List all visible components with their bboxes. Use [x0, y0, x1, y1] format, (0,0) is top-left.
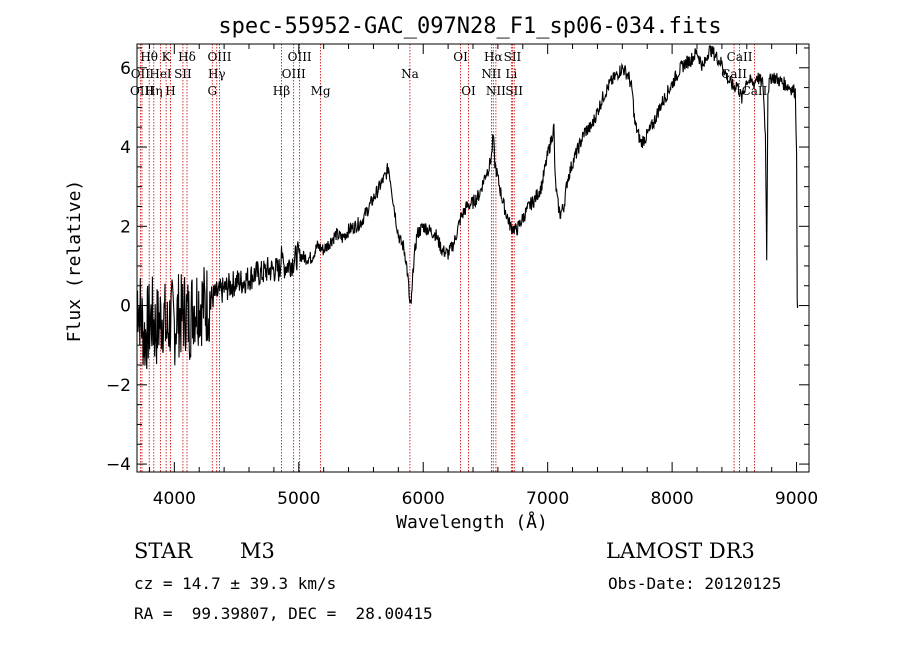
y-tick-label: −2	[106, 376, 131, 396]
line-label: OII	[131, 67, 151, 81]
y-tick-label: 0	[120, 297, 131, 317]
redshift-cz: cz = 14.7 ± 39.3 km/s	[134, 574, 337, 593]
line-label: Hδ	[178, 50, 196, 64]
line-label: Na	[401, 67, 419, 81]
observation-date: Obs-Date: 20120125	[608, 574, 782, 593]
line-label: Hβ	[273, 84, 290, 98]
spectral-line-markers	[139, 44, 755, 472]
y-tick-label: 6	[120, 59, 131, 79]
x-tick-label: 8000	[650, 489, 693, 509]
x-tick-label: 7000	[526, 489, 569, 509]
chart-title: spec-55952-GAC_097N28_F1_sp06-034.fits	[218, 14, 721, 39]
survey-name: LAMOST DR3	[606, 539, 755, 563]
line-label: NII	[486, 84, 506, 98]
line-label: G	[207, 84, 217, 98]
line-label: NII	[481, 67, 501, 81]
y-tick-label: −4	[106, 455, 131, 475]
line-label: K	[162, 50, 172, 64]
axis-ticks: 4000 5000 6000 7000 8000 9000 −4 −2 0 2 4 6	[106, 44, 818, 509]
line-label: SII	[174, 67, 192, 81]
x-tick-label: 9000	[775, 489, 818, 509]
line-label: OIII	[288, 50, 312, 64]
line-label: SII	[504, 50, 522, 64]
line-label: CaII	[721, 67, 747, 81]
line-label: HeI	[149, 67, 172, 81]
line-label: OIII	[130, 84, 154, 98]
line-label: Mg	[311, 84, 331, 98]
x-tick-label: 4000	[153, 489, 196, 509]
coordinates: RA = 99.39807, DEC = 28.00415	[134, 604, 433, 623]
x-tick-label: 5000	[277, 489, 320, 509]
y-axis-label: Flux (relative)	[64, 180, 85, 343]
spectral-line-labels: Hθ OII OIII K HeI Hη SII H Hδ OIII Hγ G OIII OIII Hβ Mg…	[130, 50, 768, 98]
spectrum-line	[136, 45, 799, 370]
line-label: OI	[453, 50, 468, 64]
line-label: CaII	[727, 50, 753, 64]
line-label: OIII	[207, 50, 231, 64]
line-label: H	[165, 84, 175, 98]
line-label: Hγ	[208, 67, 226, 81]
line-label: CaII	[742, 84, 768, 98]
line-label: SII	[505, 84, 523, 98]
plot-frame	[136, 43, 810, 473]
object-subclass: M3	[240, 539, 275, 563]
x-axis-label: Wavelength (Å)	[396, 511, 548, 533]
object-class: STAR	[134, 539, 193, 563]
line-label: OI	[461, 84, 476, 98]
line-label: Hα	[484, 50, 503, 64]
y-tick-label: 4	[120, 138, 131, 158]
line-label: Hη	[145, 84, 163, 98]
x-tick-label: 6000	[402, 489, 445, 509]
y-tick-label: 2	[120, 217, 131, 237]
line-label: Hθ	[140, 50, 158, 64]
line-label: OIII	[282, 67, 306, 81]
line-label: Li	[505, 67, 517, 81]
